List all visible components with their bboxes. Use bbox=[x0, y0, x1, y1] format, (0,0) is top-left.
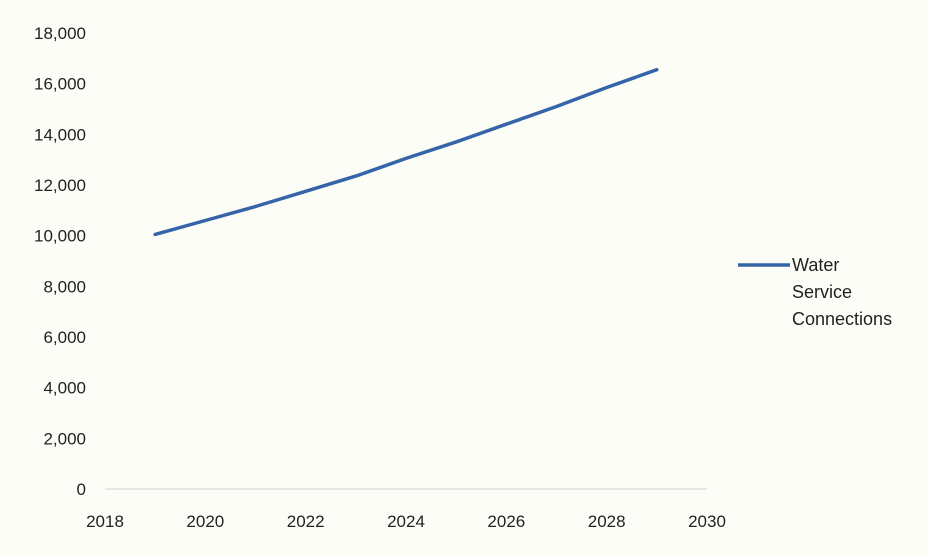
x-tick-label: 2020 bbox=[186, 512, 224, 531]
y-tick-label: 12,000 bbox=[34, 176, 86, 195]
x-tick-label: 2026 bbox=[487, 512, 525, 531]
y-tick-label: 10,000 bbox=[34, 227, 86, 246]
y-tick-label: 4,000 bbox=[43, 379, 86, 398]
x-tick-label: 2018 bbox=[86, 512, 124, 531]
x-tick-label: 2022 bbox=[287, 512, 325, 531]
x-tick-label: 2028 bbox=[588, 512, 626, 531]
y-tick-label: 18,000 bbox=[34, 24, 86, 43]
y-tick-label: 6,000 bbox=[43, 328, 86, 347]
x-tick-label: 2024 bbox=[387, 512, 425, 531]
y-tick-label: 8,000 bbox=[43, 277, 86, 296]
x-tick-label: 2030 bbox=[688, 512, 726, 531]
series-layer bbox=[153, 67, 659, 237]
y-tick-label: 0 bbox=[77, 480, 86, 499]
x-axis-tick-labels: 2018 2020 2022 2024 2026 2028 2030 bbox=[86, 512, 726, 531]
legend-label-line-1: Water bbox=[792, 255, 839, 275]
series-line-water-service-connections bbox=[153, 67, 659, 237]
y-tick-label: 14,000 bbox=[34, 125, 86, 144]
y-axis-tick-labels: 0 2,000 4,000 6,000 8,000 10,000 12,000 14,000 1… bbox=[34, 24, 86, 499]
legend-label-line-3: Connections bbox=[792, 309, 892, 329]
y-tick-label: 2,000 bbox=[43, 429, 86, 448]
y-tick-label: 16,000 bbox=[34, 75, 86, 94]
legend: Water Service Connections bbox=[738, 255, 892, 329]
legend-label-line-2: Service bbox=[792, 282, 852, 302]
plot-area-background bbox=[105, 33, 707, 489]
